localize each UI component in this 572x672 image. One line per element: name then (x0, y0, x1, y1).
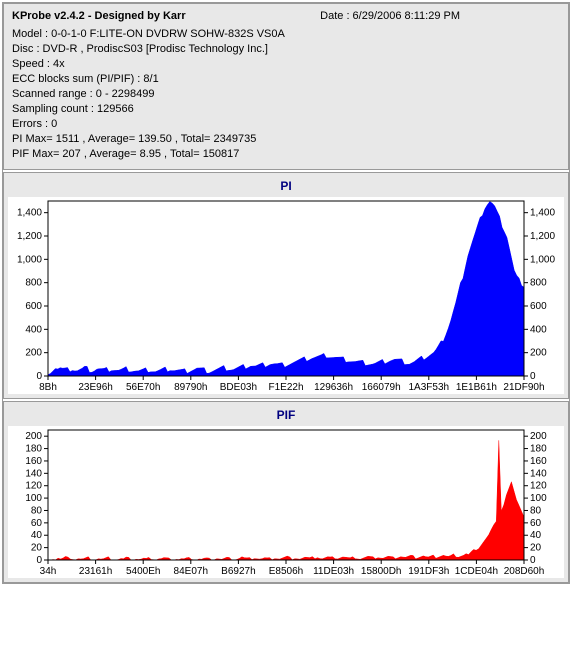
info-line: PI Max= 1511 , Average= 139.50 , Total= … (12, 133, 560, 145)
svg-text:100: 100 (530, 493, 547, 504)
info-line: Sampling count : 129566 (12, 103, 560, 115)
svg-text:120: 120 (25, 481, 42, 492)
svg-text:20: 20 (530, 543, 542, 554)
svg-text:120: 120 (530, 481, 547, 492)
svg-text:1,400: 1,400 (17, 208, 42, 219)
svg-text:21DF90h: 21DF90h (503, 382, 544, 393)
svg-text:11DE03h: 11DE03h (313, 566, 354, 577)
svg-text:8Bh: 8Bh (39, 382, 57, 393)
svg-text:1,000: 1,000 (530, 254, 555, 265)
svg-text:100: 100 (25, 493, 42, 504)
svg-text:23E96h: 23E96h (78, 382, 112, 393)
info-line: Model : 0-0-1-0 F:LITE-ON DVDRW SOHW-832… (12, 28, 560, 40)
svg-text:80: 80 (31, 505, 43, 516)
svg-text:129636h: 129636h (314, 382, 353, 393)
svg-text:80: 80 (530, 505, 542, 516)
svg-text:15800Dh: 15800Dh (361, 566, 402, 577)
info-line: Errors : 0 (12, 118, 560, 130)
info-line: Speed : 4x (12, 58, 560, 70)
svg-text:1,400: 1,400 (530, 208, 555, 219)
svg-text:23161h: 23161h (79, 566, 112, 577)
svg-text:5400Eh: 5400Eh (126, 566, 160, 577)
svg-text:20: 20 (31, 543, 43, 554)
info-panel: KProbe v2.4.2 - Designed by Karr Date : … (3, 3, 569, 170)
svg-text:1E1B61h: 1E1B61h (456, 382, 497, 393)
svg-text:60: 60 (530, 518, 542, 529)
svg-text:200: 200 (530, 431, 547, 442)
svg-text:180: 180 (25, 444, 42, 455)
svg-text:60: 60 (31, 518, 43, 529)
svg-text:140: 140 (25, 468, 42, 479)
pi-chart-panel: PI 0 0 200 200 400 400 600 600 800 800 1,000 1,000 1… (3, 172, 569, 399)
info-line: PIF Max= 207 , Average= 8.95 , Total= 15… (12, 148, 560, 160)
svg-text:84E07h: 84E07h (174, 566, 208, 577)
svg-text:166079h: 166079h (362, 382, 401, 393)
svg-text:0: 0 (36, 555, 42, 566)
svg-text:600: 600 (25, 301, 42, 312)
svg-text:400: 400 (530, 324, 547, 335)
svg-text:34h: 34h (40, 566, 57, 577)
svg-text:1,200: 1,200 (530, 231, 555, 242)
svg-text:208D60h: 208D60h (504, 566, 545, 577)
svg-text:89790h: 89790h (174, 382, 207, 393)
pi-chart: 0 0 200 200 400 400 600 600 800 800 1,000 1,000 1,20… (8, 197, 564, 394)
svg-text:400: 400 (25, 324, 42, 335)
svg-text:40: 40 (31, 530, 43, 541)
svg-text:1,200: 1,200 (17, 231, 42, 242)
svg-text:B6927h: B6927h (221, 566, 255, 577)
svg-text:BDE03h: BDE03h (220, 382, 257, 393)
svg-text:40: 40 (530, 530, 542, 541)
svg-text:0: 0 (36, 371, 42, 382)
pif-chart-title: PIF (8, 408, 564, 422)
svg-text:0: 0 (530, 555, 536, 566)
svg-text:1A3F53h: 1A3F53h (409, 382, 450, 393)
svg-text:800: 800 (25, 278, 42, 289)
svg-text:200: 200 (530, 348, 547, 359)
pif-chart: 0020204040606080801001001201201401401601… (8, 426, 564, 578)
info-line: Scanned range : 0 - 2298499 (12, 88, 560, 100)
pi-chart-title: PI (8, 179, 564, 193)
scan-date: Date : 6/29/2006 8:11:29 PM (320, 10, 560, 22)
svg-text:600: 600 (530, 301, 547, 312)
svg-text:1CDE04h: 1CDE04h (455, 566, 498, 577)
svg-text:800: 800 (530, 278, 547, 289)
svg-text:0: 0 (530, 371, 536, 382)
info-line: ECC blocks sum (PI/PIF) : 8/1 (12, 73, 560, 85)
app-title: KProbe v2.4.2 - Designed by Karr (12, 10, 186, 22)
svg-text:F1E22h: F1E22h (268, 382, 303, 393)
svg-text:200: 200 (25, 431, 42, 442)
pif-chart-panel: PIF 002020404060608080100100120120140140… (3, 401, 569, 583)
svg-text:E8506h: E8506h (269, 566, 303, 577)
svg-text:200: 200 (25, 348, 42, 359)
svg-text:1,000: 1,000 (17, 254, 42, 265)
svg-text:56E70h: 56E70h (126, 382, 160, 393)
svg-text:140: 140 (530, 468, 547, 479)
svg-text:191DF3h: 191DF3h (408, 566, 449, 577)
svg-text:160: 160 (25, 456, 42, 467)
svg-text:180: 180 (530, 444, 547, 455)
info-line: Disc : DVD-R , ProdiscS03 [Prodisc Techn… (12, 43, 560, 55)
svg-text:160: 160 (530, 456, 547, 467)
